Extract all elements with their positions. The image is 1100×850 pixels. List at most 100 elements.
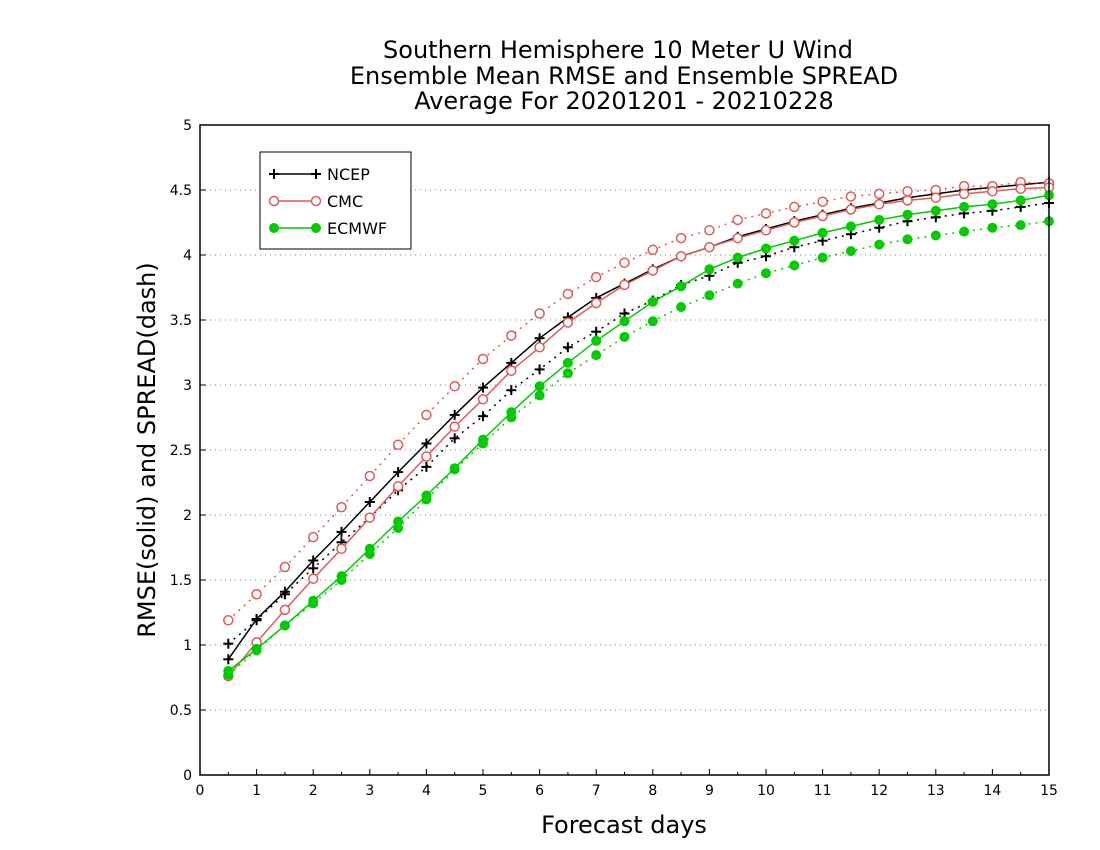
ecmwf-spread-point	[817, 252, 828, 263]
x-axis-label: Forecast days	[541, 811, 707, 839]
ecmwf-spread-line	[227, 220, 1050, 676]
ncep-rmse-point	[534, 333, 545, 344]
cmc-spread-point	[760, 208, 772, 219]
ncep-rmse-point	[449, 409, 460, 420]
cmc-rmse-point	[449, 421, 460, 432]
ecmwf-spread-point	[534, 390, 545, 401]
x-tick-label: 1	[252, 783, 261, 799]
x-tick-label: 4	[422, 783, 431, 799]
ecmwf-spread-point	[732, 278, 743, 289]
cmc-spread-point	[336, 501, 347, 513]
ecmwf-rmse-point	[761, 243, 771, 254]
cmc-rmse-point	[704, 241, 715, 253]
axis-ticks: 0 1 2 3 4 5 6 7 8 9 10 11 12 13 14 1500.511.522.533.544…	[170, 118, 1058, 799]
ecmwf-spread-point	[562, 368, 573, 379]
chart-title-line-2: Ensemble Mean RMSE and Ensemble SPREAD	[350, 62, 898, 90]
ecmwf-rmse-point	[930, 205, 941, 216]
ncep-spread-point	[562, 342, 573, 353]
ncep-spread-point	[534, 364, 545, 375]
cmc-spread-point	[534, 308, 545, 319]
ecmwf-rmse-point	[987, 199, 998, 210]
cmc-rmse-point	[760, 225, 772, 236]
x-tick-label: 13	[927, 783, 945, 799]
cmc-spread-point	[392, 439, 404, 451]
legend-cmc-marker-left	[268, 195, 280, 207]
cmc-rmse-point	[902, 195, 913, 206]
ecmwf-spread-point	[874, 239, 885, 250]
ncep-rmse-point	[308, 555, 319, 566]
ecmwf-rmse-point	[506, 407, 517, 418]
ncep-rmse-point	[393, 467, 404, 478]
cmc-spread-point	[590, 271, 602, 283]
ecmwf-rmse-point	[845, 221, 856, 232]
ncep-rmse-point	[251, 614, 262, 624]
cmc-spread-point	[223, 615, 234, 626]
ncep-spread-line	[227, 202, 1050, 645]
ecmwf-rmse-point	[1015, 195, 1026, 206]
x-tick-label: 5	[479, 783, 488, 799]
x-tick-label: 9	[705, 783, 714, 799]
ncep-rmse-point	[336, 526, 347, 537]
cmc-rmse-point	[1015, 183, 1026, 194]
x-tick-label: 11	[814, 783, 832, 799]
cmc-spread-point	[873, 188, 885, 200]
cmc-rmse-point	[534, 342, 545, 353]
ecmwf-rmse-point	[619, 316, 630, 327]
cmc-spread-point	[732, 214, 743, 226]
ecmwf-spread-point	[930, 230, 941, 241]
x-tick-label: 7	[592, 783, 601, 799]
y-tick-label: 2.5	[170, 443, 192, 459]
x-tick-label: 3	[365, 783, 374, 799]
y-tick-label: 0.5	[170, 703, 192, 719]
cmc-spread-point	[562, 288, 574, 300]
y-tick-label: 0	[183, 768, 192, 784]
chart-title-line-1: Southern Hemisphere 10 Meter U Wind	[383, 36, 853, 64]
y-tick-label: 1.5	[170, 573, 192, 589]
cmc-spread-point	[704, 225, 715, 236]
ecmwf-rmse-point	[534, 381, 545, 392]
cmc-rmse-point	[421, 451, 432, 462]
cmc-rmse-point	[364, 512, 376, 523]
ecmwf-spread-point	[789, 260, 800, 271]
ecmwf-spread-point	[704, 290, 715, 301]
legend-ecmwf-label: ECMWF	[327, 219, 387, 238]
legend: NCEP CMC ECMWF	[259, 151, 412, 250]
x-tick-label: 10	[757, 783, 775, 799]
cmc-spread-point	[647, 244, 659, 256]
ecmwf-rmse-point	[959, 201, 970, 212]
cmc-rmse-point	[873, 199, 885, 210]
ecmwf-rmse-point	[676, 281, 687, 292]
x-tick-label: 0	[196, 783, 205, 799]
cmc-rmse-point	[590, 297, 602, 309]
cmc-rmse-point	[647, 265, 659, 276]
legend-cmc-label: CMC	[327, 192, 363, 211]
ecmwf-rmse-point	[647, 296, 658, 307]
ncep-rmse-point	[279, 586, 290, 597]
x-tick-label: 6	[535, 783, 544, 799]
cmc-rmse-point	[307, 573, 319, 584]
cmc-rmse-point	[562, 317, 574, 328]
ecmwf-spread-point	[676, 302, 687, 312]
ecmwf-rmse-point	[704, 264, 715, 275]
ecmwf-rmse-point	[279, 620, 290, 631]
legend-ncep-marker-right	[311, 169, 321, 179]
cmc-rmse-point	[336, 543, 347, 555]
plot-frame	[199, 124, 1050, 776]
ecmwf-spread-point	[959, 226, 970, 237]
series-layer	[223, 176, 1055, 682]
ncep-rmse-point	[478, 382, 488, 393]
ncep-spread-point	[478, 411, 488, 422]
ncep-rmse-line	[227, 181, 1050, 660]
ecmwf-rmse-point	[732, 252, 743, 263]
ecmwf-rmse-point	[308, 595, 319, 606]
cmc-spread-point	[307, 531, 319, 543]
legend-ecmwf-marker-right	[311, 223, 321, 233]
y-tick-label: 1	[183, 638, 192, 654]
y-tick-label: 4	[183, 248, 192, 264]
ecmwf-rmse-point	[562, 357, 573, 368]
cmc-rmse-point	[477, 394, 489, 405]
ncep-spread-point	[421, 461, 432, 472]
ecmwf-rmse-point	[817, 227, 828, 238]
x-tick-label: 15	[1040, 783, 1058, 799]
